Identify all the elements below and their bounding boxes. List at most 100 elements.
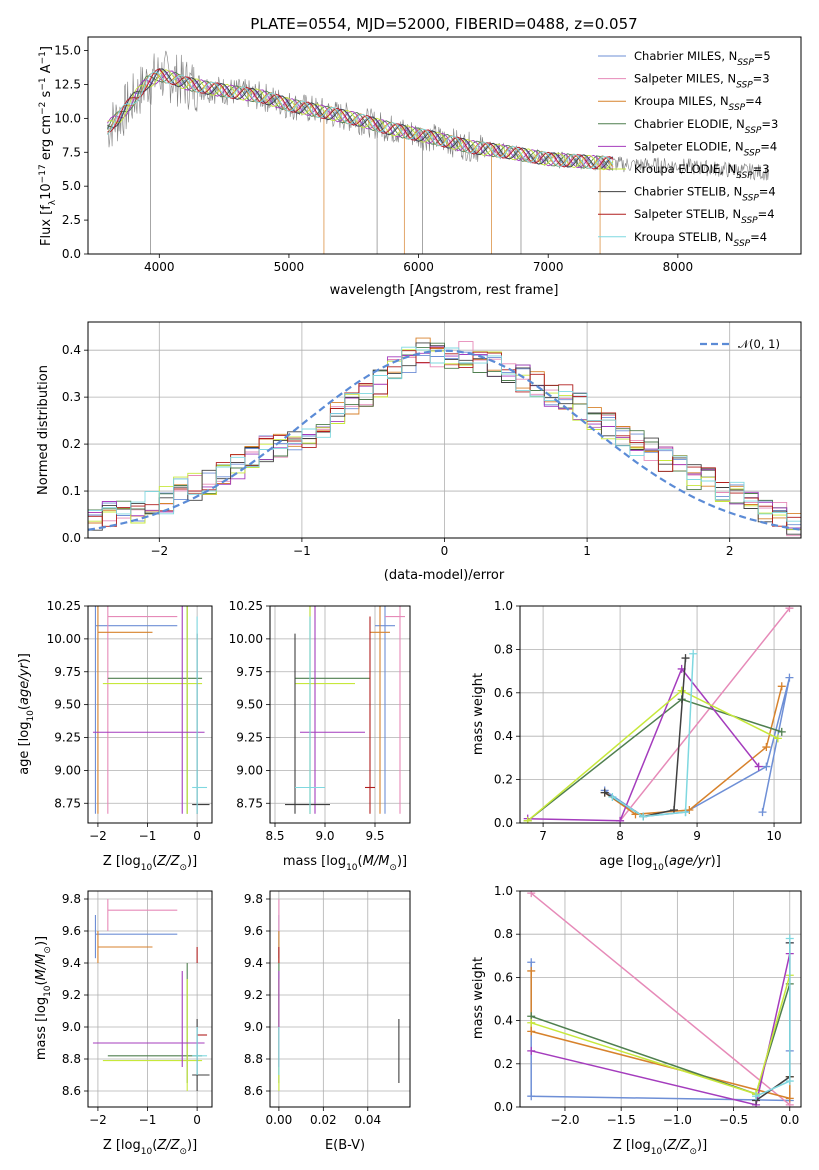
mass-vs-Z-ytick-label-5: 9.6 bbox=[62, 924, 81, 938]
age-vs-Z-ytick-label-5: 10.00 bbox=[47, 632, 81, 646]
weight-Z-marker-2-2 bbox=[785, 1094, 794, 1103]
weight-vs-Z-ytick-label-1: 0.2 bbox=[494, 1057, 513, 1071]
weight-vs-age-ytick-label-1: 0.2 bbox=[494, 773, 513, 787]
age-vs-Z-ytick-label-4: 9.75 bbox=[54, 665, 81, 679]
weight-vs-Z-ytick-label-5: 1.0 bbox=[494, 884, 513, 898]
weight-vs-age-xtick-label-2: 9 bbox=[693, 829, 701, 843]
weight-Z-marker-5-0 bbox=[527, 1018, 536, 1027]
mass-vs-EBV-xtick-label-1: 0.02 bbox=[310, 1113, 337, 1127]
residuals-frame bbox=[87, 321, 802, 539]
spectrum-legend-label-0: Chabrier MILES, NSSP=5 bbox=[634, 49, 771, 68]
spectrum-legend-label-5: Kroupa ELODIE, NSSP=3 bbox=[634, 162, 770, 181]
residuals-ytick-label-3: 0.3 bbox=[62, 390, 81, 404]
mass-vs-Z-ytick-label-6: 9.8 bbox=[62, 892, 81, 906]
age-mass-xlabel: mass [log10(M/M⊙)] bbox=[283, 854, 407, 873]
spectrum-legend-label-8: Kroupa STELIB, NSSP=4 bbox=[634, 230, 767, 249]
weight-age-marker-2-4 bbox=[777, 682, 786, 691]
weight-Z-line-5 bbox=[530, 974, 791, 1095]
weight-Z-marker-7-1 bbox=[785, 1077, 794, 1086]
weight-vs-age-ytick-label-4: 0.8 bbox=[494, 642, 513, 656]
spectrum-data-line bbox=[107, 50, 769, 181]
mass-vs-Z-xtick-label-0: −2 bbox=[89, 1113, 107, 1127]
residuals-xtick-label-0: −2 bbox=[150, 544, 168, 558]
residuals-ytick-label-0: 0.0 bbox=[62, 531, 81, 545]
gaussian-curve bbox=[88, 349, 801, 531]
age-vs-mass-xtick-label-1: 9.0 bbox=[315, 829, 334, 843]
spectrum-xtick-label-4: 8000 bbox=[663, 260, 694, 274]
residual-legend-label: 𝒩(0, 1) bbox=[738, 337, 780, 351]
spectrum-legend-label-7: Salpeter STELIB, NSSP=4 bbox=[634, 207, 775, 226]
spectrum-ytick-label-4: 10.0 bbox=[54, 111, 81, 125]
weight-age-marker-7-0 bbox=[608, 792, 617, 801]
mass-vs-Z-ytick-label-0: 8.6 bbox=[62, 1084, 81, 1098]
weight-vs-age-frame bbox=[519, 605, 802, 824]
mass-vs-EBV-ytick-label-5: 9.6 bbox=[244, 924, 263, 938]
spectrum-ylabel: Flux [fλ10−17 erg cm−2 s−1 A−1] bbox=[38, 46, 58, 246]
weight-age-marker-5-2 bbox=[773, 734, 782, 743]
weight-vs-age-ytick-label-3: 0.6 bbox=[494, 686, 513, 700]
weight-vs-Z-xtick-label-0: −2.0 bbox=[550, 1113, 579, 1127]
weight-vs-age-xtick-label-0: 7 bbox=[539, 829, 547, 843]
spectrum-ytick-label-2: 5.0 bbox=[62, 179, 81, 193]
weight-age-line-3 bbox=[527, 698, 783, 822]
weight-Z-ylabel: mass weight bbox=[471, 957, 486, 1039]
mass-vs-Z-ytick-label-4: 9.4 bbox=[62, 956, 81, 970]
weight-vs-Z-plot-area bbox=[527, 891, 794, 1107]
age-vs-Z-xtick-label-2: 0 bbox=[193, 829, 201, 843]
weight-Z-marker-2-1 bbox=[527, 1027, 536, 1036]
weight-vs-age-xtick-label-3: 10 bbox=[766, 829, 781, 843]
age-vs-Z-plot-area bbox=[92, 606, 210, 814]
age-vs-mass-frame bbox=[269, 605, 411, 824]
weight-vs-age-ytick-label-5: 1.0 bbox=[494, 599, 513, 613]
weight-age-marker-6-0 bbox=[600, 788, 609, 797]
spectrum-legend-label-3: Chabrier ELODIE, NSSP=3 bbox=[634, 117, 778, 136]
weight-age-marker-4-1 bbox=[616, 816, 625, 823]
age-vs-Z-ytick-label-1: 9.00 bbox=[54, 763, 81, 777]
mass-vs-Z-ytick-label-3: 9.2 bbox=[62, 988, 81, 1002]
weight-age-marker-6-3 bbox=[681, 654, 690, 663]
spectrum-ytick-label-6: 15.0 bbox=[54, 44, 81, 58]
weight-vs-age-ytick-label-0: 0.0 bbox=[494, 816, 513, 830]
weight-age-line-4 bbox=[527, 667, 760, 822]
age-vs-mass-ytick-label-4: 9.75 bbox=[236, 665, 263, 679]
spectrum-model-line-8 bbox=[107, 71, 614, 170]
spectrum-model-line-7 bbox=[107, 68, 614, 170]
mass-vs-EBV-plot-area bbox=[278, 899, 400, 1091]
residuals-ytick-label-2: 0.2 bbox=[62, 437, 81, 451]
weight-vs-Z-xtick-label-3: −0.5 bbox=[719, 1113, 748, 1127]
age-vs-Z-xtick-label-0: −2 bbox=[89, 829, 107, 843]
age-Z-xlabel: Z [log10(Z/Z⊙)] bbox=[103, 854, 197, 873]
residual-hist-3 bbox=[88, 342, 801, 530]
age-Z-ylabel: age [log10(age/yr)] bbox=[17, 653, 36, 775]
weight-vs-Z-xtick-label-2: −1.0 bbox=[663, 1113, 692, 1127]
weight-age-marker-2-3 bbox=[762, 743, 771, 752]
weight-vs-Z-frame bbox=[519, 890, 802, 1108]
weight-age-xlabel: age [log10(age/yr)] bbox=[599, 854, 721, 873]
mass-vs-EBV-ytick-label-2: 9.0 bbox=[244, 1020, 263, 1034]
weight-vs-age-ytick-label-2: 0.4 bbox=[494, 729, 513, 743]
spectrum-ytick-label-1: 2.5 bbox=[62, 213, 81, 227]
mass-vs-Z-plot-area bbox=[92, 899, 210, 1091]
weight-Z-marker-0-1 bbox=[527, 1092, 536, 1101]
weight-Z-xlabel: Z [log10(Z/Z⊙)] bbox=[613, 1138, 707, 1157]
spectrum-xtick-label-1: 5000 bbox=[274, 260, 305, 274]
spectrum-model-line-6 bbox=[107, 68, 614, 170]
mass-vs-EBV-xtick-label-0: 0.00 bbox=[266, 1113, 293, 1127]
age-vs-Z-frame bbox=[87, 605, 213, 824]
spectrum-xlabel: wavelength [Angstrom, rest frame] bbox=[330, 283, 559, 298]
mass-ebv-xlabel: E(B-V) bbox=[325, 1138, 365, 1153]
weight-Z-line-7 bbox=[755, 938, 791, 1097]
weight-vs-Z-ytick-label-0: 0.0 bbox=[494, 1100, 513, 1114]
weight-age-marker-7-1 bbox=[639, 812, 648, 821]
spectrum-xtick-label-2: 6000 bbox=[403, 260, 434, 274]
weight-age-marker-0-5 bbox=[758, 808, 767, 817]
mass-Z-xlabel: Z [log10(Z/Z⊙)] bbox=[103, 1138, 197, 1157]
spectrum-title: PLATE=0554, MJD=52000, FIBERID=0488, z=0… bbox=[250, 15, 637, 33]
weight-vs-Z-xtick-label-4: 0.0 bbox=[780, 1113, 799, 1127]
spectrum-plot-area bbox=[106, 50, 769, 254]
mass-vs-Z-ytick-label-2: 9.0 bbox=[62, 1020, 81, 1034]
mass-vs-Z-ytick-label-1: 8.8 bbox=[62, 1052, 81, 1066]
spectrum-ytick-label-3: 7.5 bbox=[62, 145, 81, 159]
weight-age-line-6 bbox=[604, 658, 687, 818]
